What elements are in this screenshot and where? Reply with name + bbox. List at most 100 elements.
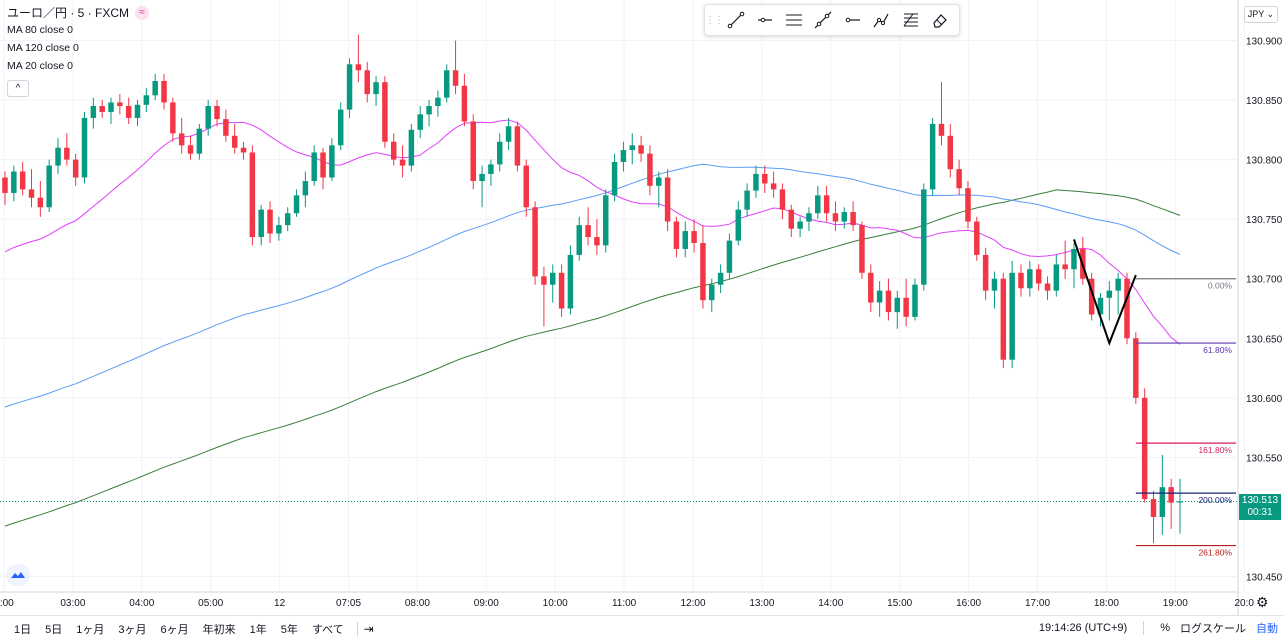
candle-body [647, 153, 653, 186]
currency-label: JPY [1247, 9, 1265, 19]
wave-icon[interactable]: ≈ [135, 6, 149, 20]
candle-body [28, 189, 35, 198]
bottom-toolbar: 1日 5日 1ヶ月 3ヶ月 6ヶ月 年初来 1年 5年 すべて ⇥ 19:14:… [0, 615, 1284, 641]
parallel-channel-icon[interactable] [779, 5, 808, 35]
candle-body [187, 145, 194, 154]
horizontal-ray-icon[interactable] [750, 5, 779, 35]
candle-body [1168, 487, 1174, 503]
candle-body [2, 177, 8, 193]
drawing-toolbar: ⋮⋮ [704, 4, 960, 36]
candle-body [1000, 278, 1007, 360]
candle-body [311, 152, 317, 182]
percent-toggle[interactable]: % [1160, 622, 1170, 634]
range-6m[interactable]: 6ヶ月 [160, 623, 189, 636]
candle-body [496, 141, 503, 165]
range-5d[interactable]: 5日 [45, 623, 63, 636]
trend-line-icon[interactable] [721, 5, 750, 35]
range-1y[interactable]: 1年 [249, 623, 267, 636]
candle-body [991, 278, 998, 291]
candle-body [726, 240, 733, 273]
candle-body [426, 106, 432, 115]
range-1m[interactable]: 1ヶ月 [76, 623, 105, 636]
time-tick-label: 09:00 [474, 598, 499, 609]
collapse-legend-button[interactable]: ^ [7, 80, 29, 97]
candle-body [594, 237, 600, 246]
time-tick-label: 14:00 [818, 598, 843, 609]
time-tick-label: 10:00 [543, 598, 568, 609]
candle-body [470, 121, 476, 182]
candle-body [1071, 248, 1077, 270]
candle-body [1133, 338, 1139, 398]
indicator-ma80[interactable]: MA 80 close 0 [7, 24, 73, 36]
candle-body [585, 225, 591, 238]
candle-body [709, 284, 715, 301]
candle-body [55, 147, 61, 166]
range-ytd[interactable]: 年初来 [202, 623, 236, 636]
candle-body [258, 209, 264, 238]
tradingview-logo-icon[interactable] [6, 564, 30, 586]
candle-body [929, 123, 936, 190]
horizontal-line-icon[interactable] [837, 5, 866, 35]
candle-body [797, 221, 803, 229]
candle-body [974, 221, 980, 255]
symbol-title[interactable]: ユーロ／円 · 5 · FXCM ≈ [7, 5, 149, 21]
candle-body [329, 145, 335, 178]
price-tick-label: 130.450 [1246, 573, 1283, 584]
candle-body [947, 135, 954, 170]
time-tick-label: 16:00 [956, 598, 981, 609]
candle-body [267, 209, 273, 234]
candle-body [479, 173, 485, 182]
range-3m[interactable]: 3ヶ月 [118, 623, 147, 636]
candle-body [700, 242, 706, 301]
price-tick-label: 130.850 [1246, 96, 1283, 107]
candle-body [443, 70, 450, 98]
candle-body [1044, 283, 1051, 291]
candle-body [832, 213, 839, 222]
range-5y[interactable]: 5年 [280, 623, 298, 636]
candle-body [337, 109, 344, 146]
candle-body [859, 225, 865, 273]
clock[interactable]: 19:14:26 (UTC+9) [1038, 622, 1128, 634]
time-tick-label: 04:00 [129, 598, 154, 609]
price-chart[interactable]: 130.900 130.850 130.800 130.750 130.700 130.6… [0, 0, 1284, 615]
candle-body [417, 114, 423, 130]
currency-selector[interactable]: JPY ⌄ [1244, 6, 1278, 23]
candle-body [1027, 269, 1033, 289]
ma80-line [4, 163, 1181, 408]
candle-body [64, 147, 70, 160]
time-tick-label: 11:00 [612, 598, 637, 609]
candle-body [1062, 264, 1068, 270]
candle-body [196, 128, 203, 154]
auto-scale-toggle[interactable]: 自動 [1256, 623, 1278, 635]
goto-date-icon[interactable]: ⇥ [363, 621, 374, 636]
candle-body [788, 209, 795, 229]
candle-body [382, 82, 388, 142]
eraser-icon[interactable] [924, 5, 953, 35]
candle-body [567, 254, 574, 309]
fib-level-label: 0.00% [1208, 281, 1233, 291]
candle-body [1115, 278, 1121, 291]
gear-icon[interactable]: ⚙ [1256, 594, 1269, 610]
candle-body [629, 145, 635, 151]
candle-body [1141, 397, 1148, 500]
range-1d[interactable]: 1日 [14, 623, 32, 636]
time-tick-label: 19:00 [1163, 598, 1188, 609]
fib-retracement-icon[interactable] [895, 5, 924, 35]
path-icon[interactable] [866, 5, 895, 35]
candle-body [108, 102, 114, 112]
candle-body [532, 207, 538, 277]
time-tick-label: 20:0 [1234, 598, 1254, 609]
indicator-ma20[interactable]: MA 20 close 0 [7, 60, 73, 72]
drag-handle-icon[interactable]: ⋮⋮ [705, 14, 724, 26]
candle-body [921, 189, 927, 285]
candle-body [620, 150, 627, 162]
current-price-tag: 130.513 00:31 [1239, 494, 1281, 520]
candle-body [744, 190, 750, 210]
candle-body [72, 159, 79, 178]
extended-line-icon[interactable] [808, 5, 837, 35]
log-scale-toggle[interactable]: ログスケール [1180, 623, 1246, 635]
range-all[interactable]: すべて [311, 623, 344, 636]
candle-body [37, 197, 44, 208]
indicator-ma120[interactable]: MA 120 close 0 [7, 42, 79, 54]
fib-level-label: 200.00% [1198, 495, 1232, 505]
